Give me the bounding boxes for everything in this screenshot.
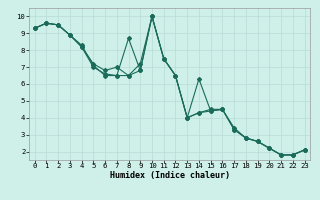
- X-axis label: Humidex (Indice chaleur): Humidex (Indice chaleur): [109, 171, 229, 180]
